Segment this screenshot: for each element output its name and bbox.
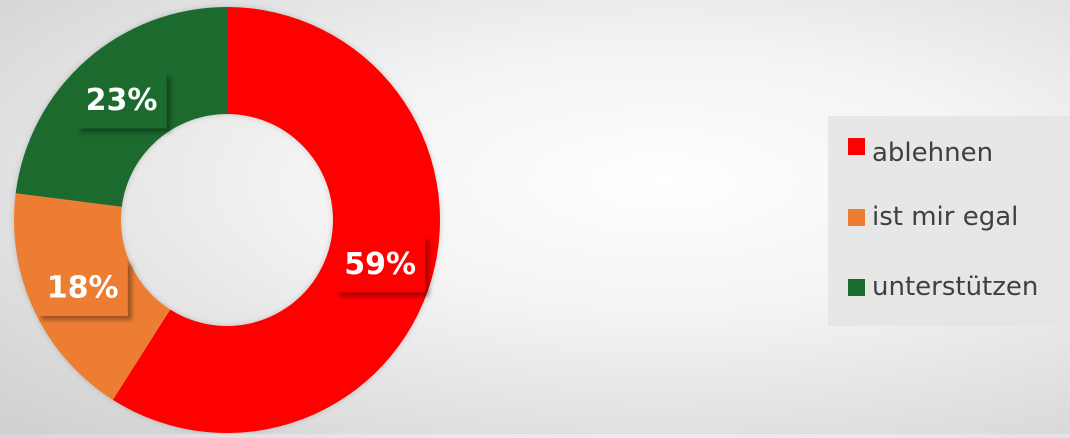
donut-slice-ablehnen: [112, 7, 440, 433]
data-label-text: 18%: [47, 270, 119, 305]
legend-swatch-unterstuetzen: [848, 278, 865, 296]
legend-label-unterstuetzen: unterstützen: [872, 272, 1039, 302]
legend-item-ist-mir-egal: ist mir egal: [848, 182, 1070, 252]
data-label-unterstuetzen: 23%: [76, 72, 167, 129]
data-label-text: 23%: [86, 83, 158, 118]
legend-label-ablehnen: ablehnen: [872, 138, 994, 168]
data-label-ablehnen: 59%: [335, 236, 426, 293]
data-label-box: [37, 259, 128, 316]
legend: ablehnen ist mir egal unterstützen: [828, 116, 1070, 326]
data-label-text: 59%: [344, 247, 416, 282]
legend-item-unterstuetzen: unterstützen: [848, 252, 1070, 322]
legend-swatch-ablehnen: [848, 138, 865, 155]
data-label-box: [76, 72, 167, 129]
legend-label-ist-mir-egal: ist mir egal: [872, 202, 1019, 232]
data-label-ist-mir-egal: 18%: [37, 259, 128, 316]
data-label-box: [335, 236, 426, 293]
legend-item-ablehnen: ablehnen: [848, 138, 1070, 182]
legend-swatch-ist-mir-egal: [848, 208, 865, 226]
